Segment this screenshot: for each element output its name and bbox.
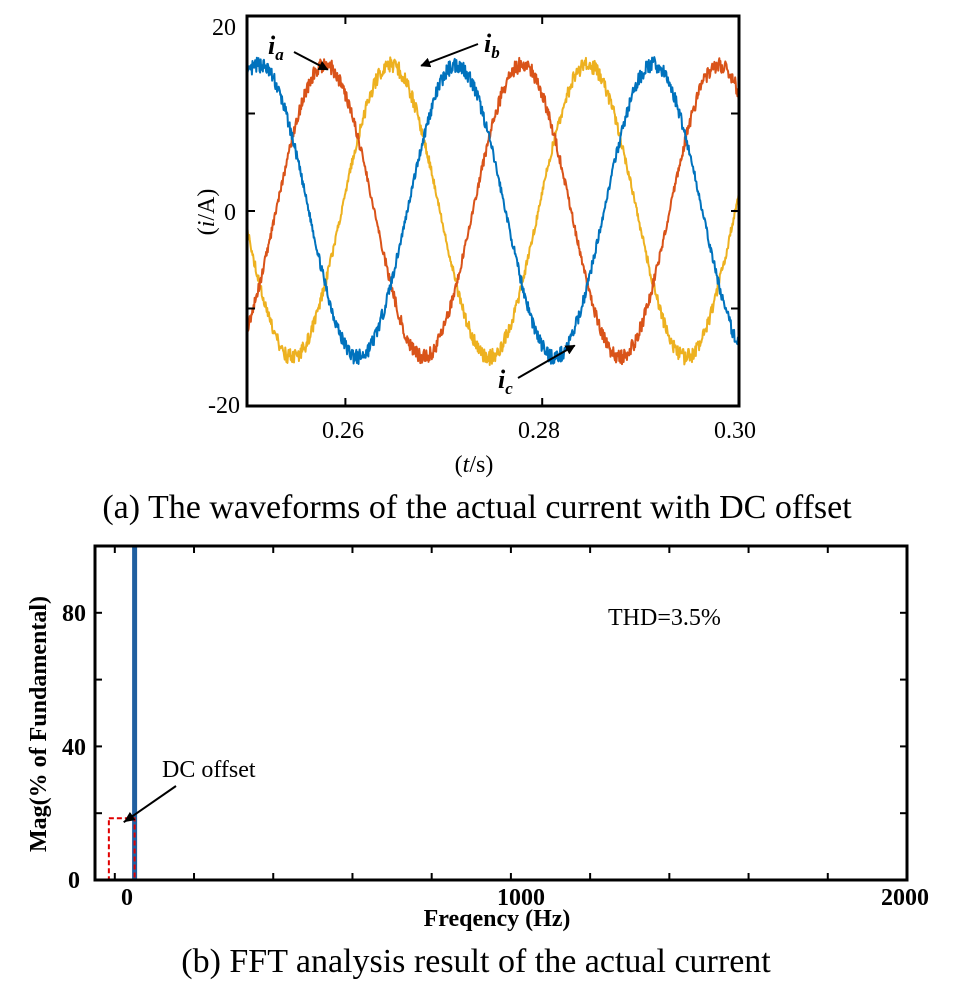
svg-text:ib: ib <box>484 29 500 62</box>
series-ia <box>247 56 739 365</box>
dc-offset-label: DC offset <box>162 757 256 783</box>
chart-a-x-tick-label: 0.30 <box>714 418 756 444</box>
fft-bar <box>132 546 138 880</box>
chart-b-x-tick-label: 1000 <box>497 885 545 911</box>
arrow-ib <box>420 43 479 68</box>
chart-b-ticks <box>95 546 908 880</box>
series-ic <box>247 56 739 367</box>
chart-b-x-axis-label: Freqency (Hz) <box>424 906 571 932</box>
chart-a-x-tick-label: 0.28 <box>518 418 560 444</box>
chart-b-y-tick-label: 0 <box>68 868 80 894</box>
chart-b-caption: (b) FFT analysis result of the actual cu… <box>181 943 771 980</box>
chart-a-caption: (a) The waveforms of the actual current … <box>102 489 852 526</box>
chart-b-y-tick-label: 40 <box>62 735 86 761</box>
label-ia: ia <box>268 31 329 71</box>
chart-a-y-tick-label: -20 <box>208 393 240 419</box>
arrow-ic <box>517 344 576 379</box>
dc-offset-box <box>107 817 136 882</box>
chart-b-x-tick-label: 2000 <box>881 885 929 911</box>
dc-offset-arrow <box>123 785 177 824</box>
label-ib: ib <box>420 29 500 68</box>
chart-a: 0.26 0.28 0.30 20 0 -20 (t/s) (i/A) ia i… <box>102 14 852 526</box>
series-ib <box>247 56 739 366</box>
chart-a-ticks <box>247 16 740 406</box>
chart-b-y-tick-label: 80 <box>62 601 86 627</box>
chart-a-x-tick-label: 0.26 <box>322 418 364 444</box>
svg-text:ia: ia <box>268 31 284 64</box>
chart-a-series-layer <box>247 56 739 367</box>
chart-a-y-tick-label: 0 <box>224 200 236 226</box>
chart-b-bars <box>132 546 138 880</box>
chart-a-y-axis-label: (i/A) <box>194 189 220 236</box>
arrow-ia <box>293 51 329 71</box>
chart-b: THD=3.5% 80 40 0 0 1000 2000 Freqency (H… <box>26 544 929 980</box>
label-ic: ic <box>498 344 576 398</box>
svg-text:ic: ic <box>498 365 513 398</box>
chart-a-y-tick-label: 20 <box>212 15 236 41</box>
chart-b-x-tick-label: 0 <box>121 885 133 911</box>
thd-label: THD=3.5% <box>608 605 721 631</box>
chart-b-y-axis-label: Mag(% of Fundamental) <box>26 596 52 852</box>
chart-b-axes-frame <box>93 544 909 882</box>
chart-a-x-axis-label: (t/s) <box>455 452 494 478</box>
